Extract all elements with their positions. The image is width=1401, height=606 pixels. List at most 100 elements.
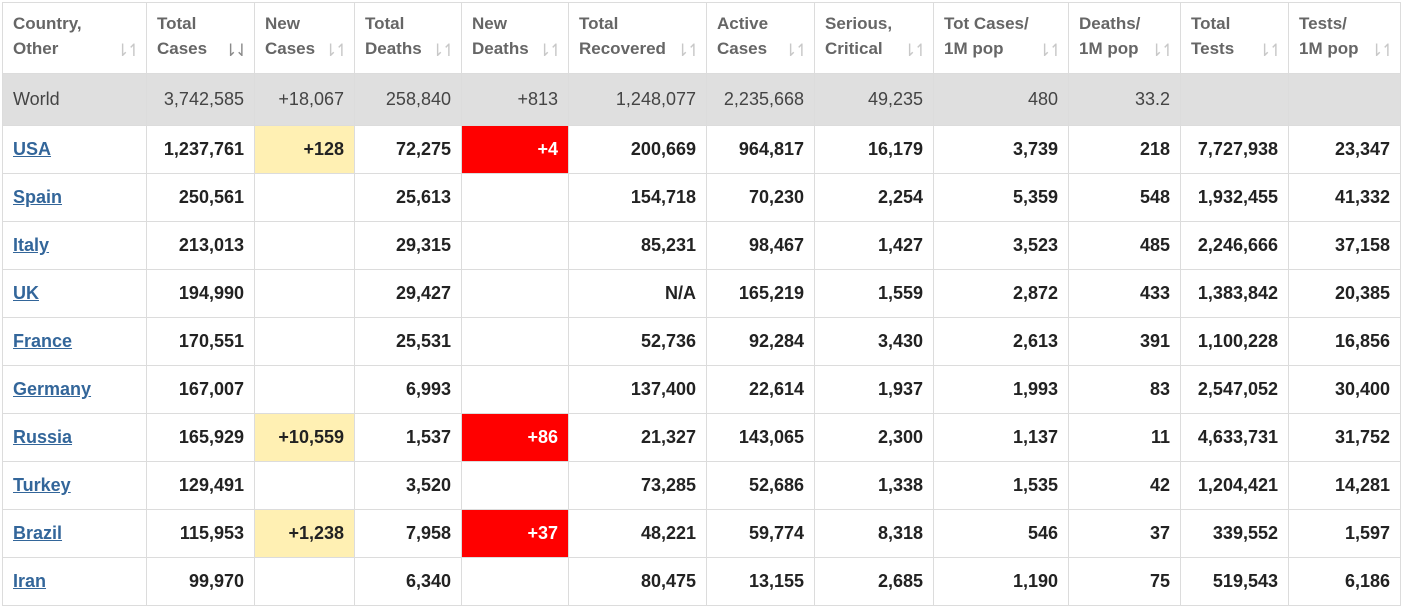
total-cases-cell: 170,551	[146, 317, 255, 366]
sort-arrows-icon[interactable]: ⇂↿	[675, 41, 701, 60]
header-total-recovered[interactable]: Total Recovered ⇂↿	[568, 2, 707, 74]
country-link[interactable]: Turkey	[13, 475, 71, 495]
sort-arrows-icon[interactable]: ⇂↿	[537, 41, 563, 60]
country-cell: Germany	[2, 365, 147, 414]
world-total-cases: 3,742,585	[146, 73, 255, 126]
active-cases-cell: 70,230	[706, 173, 815, 222]
country-link[interactable]: France	[13, 331, 73, 351]
sort-active-arrows-icon[interactable]: ⇂⇃	[223, 41, 249, 60]
world-new-cases: +18,067	[254, 73, 355, 126]
sort-arrows-icon[interactable]: ⇂↿	[902, 41, 928, 60]
country-link[interactable]: USA	[13, 139, 52, 159]
table-row: Brazil 115,953 +1,238 7,958 +37 48,221 59,774 8…	[2, 509, 1401, 558]
world-name: World	[2, 73, 147, 126]
country-cell: Russia	[2, 413, 147, 462]
header-total-deaths[interactable]: Total Deaths ⇂↿	[354, 2, 462, 74]
active-cases-cell: 92,284	[706, 317, 815, 366]
header-country[interactable]: Country, Other ⇂↿	[2, 2, 147, 74]
total-tests-cell: 7,727,938	[1180, 125, 1289, 174]
tests-per-1m-cell: 1,597	[1288, 509, 1401, 558]
total-deaths-cell: 6,340	[354, 557, 462, 606]
total-recovered-cell: 85,231	[568, 221, 707, 270]
total-deaths-cell: 72,275	[354, 125, 462, 174]
serious-critical-cell: 16,179	[814, 125, 934, 174]
country-link[interactable]: UK	[13, 283, 39, 303]
cases-per-1m-cell: 3,739	[933, 125, 1069, 174]
total-recovered-cell: 80,475	[568, 557, 707, 606]
serious-critical-cell: 8,318	[814, 509, 934, 558]
total-deaths-cell: 25,613	[354, 173, 462, 222]
header-total-tests[interactable]: Total Tests ⇂↿	[1180, 2, 1289, 74]
active-cases-cell: 165,219	[706, 269, 815, 318]
new-deaths-cell: +4	[461, 125, 569, 174]
cases-per-1m-cell: 1,535	[933, 461, 1069, 510]
country-link[interactable]: Iran	[13, 571, 47, 591]
header-serious-critical[interactable]: Serious, Critical ⇂↿	[814, 2, 934, 74]
total-deaths-cell: 29,315	[354, 221, 462, 270]
cases-per-1m-cell: 3,523	[933, 221, 1069, 270]
active-cases-cell: 52,686	[706, 461, 815, 510]
serious-critical-cell: 2,300	[814, 413, 934, 462]
total-tests-cell: 1,932,455	[1180, 173, 1289, 222]
sort-arrows-icon[interactable]: ⇂↿	[430, 41, 456, 60]
total-cases-cell: 250,561	[146, 173, 255, 222]
sort-arrows-icon[interactable]: ⇂↿	[1149, 41, 1175, 60]
sort-arrows-icon[interactable]: ⇂↿	[783, 41, 809, 60]
header-total-cases[interactable]: Total Cases ⇂⇃	[146, 2, 255, 74]
sort-arrows-icon[interactable]: ⇂↿	[323, 41, 349, 60]
country-link[interactable]: Spain	[13, 187, 63, 207]
header-new-cases[interactable]: New Cases ⇂↿	[254, 2, 355, 74]
total-deaths-cell: 29,427	[354, 269, 462, 318]
new-cases-cell	[254, 365, 355, 414]
header-cases-per-1m[interactable]: Tot Cases/ 1M pop ⇂↿	[933, 2, 1069, 74]
total-recovered-cell: 200,669	[568, 125, 707, 174]
new-deaths-cell	[461, 269, 569, 318]
sort-arrows-icon[interactable]: ⇂↿	[1369, 41, 1395, 60]
country-cell: Iran	[2, 557, 147, 606]
new-cases-cell	[254, 173, 355, 222]
total-tests-cell: 1,100,228	[1180, 317, 1289, 366]
tests-per-1m-cell: 37,158	[1288, 221, 1401, 270]
new-cases-cell	[254, 557, 355, 606]
new-deaths-cell: +86	[461, 413, 569, 462]
header-new-deaths[interactable]: New Deaths ⇂↿	[461, 2, 569, 74]
country-link[interactable]: Russia	[13, 427, 73, 447]
world-serious-critical: 49,235	[814, 73, 934, 126]
header-tests-per-1m[interactable]: Tests/ 1M pop ⇂↿	[1288, 2, 1401, 74]
serious-critical-cell: 2,685	[814, 557, 934, 606]
table-row: UK 194,990 29,427 N/A 165,219 1,559 2,872 433 1,…	[2, 269, 1401, 318]
world-cases-per-1m: 480	[933, 73, 1069, 126]
active-cases-cell: 143,065	[706, 413, 815, 462]
new-cases-cell: +1,238	[254, 509, 355, 558]
active-cases-cell: 22,614	[706, 365, 815, 414]
new-deaths-cell: +37	[461, 509, 569, 558]
world-deaths-per-1m: 33.2	[1068, 73, 1181, 126]
country-link[interactable]: Germany	[13, 379, 92, 399]
total-recovered-cell: 52,736	[568, 317, 707, 366]
total-recovered-cell: 21,327	[568, 413, 707, 462]
cases-per-1m-cell: 1,190	[933, 557, 1069, 606]
sort-arrows-icon[interactable]: ⇂↿	[1037, 41, 1063, 60]
world-total-tests	[1180, 73, 1289, 126]
sort-arrows-icon[interactable]: ⇂↿	[1257, 41, 1283, 60]
table-row: Spain 250,561 25,613 154,718 70,230 2,254 5,35…	[2, 173, 1401, 222]
sort-arrows-icon[interactable]: ⇂↿	[115, 41, 141, 60]
country-link[interactable]: Brazil	[13, 523, 63, 543]
header-deaths-per-1m[interactable]: Deaths/ 1M pop ⇂↿	[1068, 2, 1181, 74]
deaths-per-1m-cell: 75	[1068, 557, 1181, 606]
active-cases-cell: 98,467	[706, 221, 815, 270]
deaths-per-1m-cell: 391	[1068, 317, 1181, 366]
country-link[interactable]: Italy	[13, 235, 50, 255]
header-active-cases[interactable]: Active Cases ⇂↿	[706, 2, 815, 74]
world-total-recovered: 1,248,077	[568, 73, 707, 126]
new-cases-cell	[254, 269, 355, 318]
cases-per-1m-cell: 1,137	[933, 413, 1069, 462]
table-row: Iran 99,970 6,340 80,475 13,155 2,685 1,190 75 5…	[2, 557, 1401, 606]
cases-per-1m-cell: 2,613	[933, 317, 1069, 366]
total-tests-cell: 2,246,666	[1180, 221, 1289, 270]
total-tests-cell: 519,543	[1180, 557, 1289, 606]
total-recovered-cell: 154,718	[568, 173, 707, 222]
new-cases-cell	[254, 221, 355, 270]
new-deaths-cell	[461, 461, 569, 510]
